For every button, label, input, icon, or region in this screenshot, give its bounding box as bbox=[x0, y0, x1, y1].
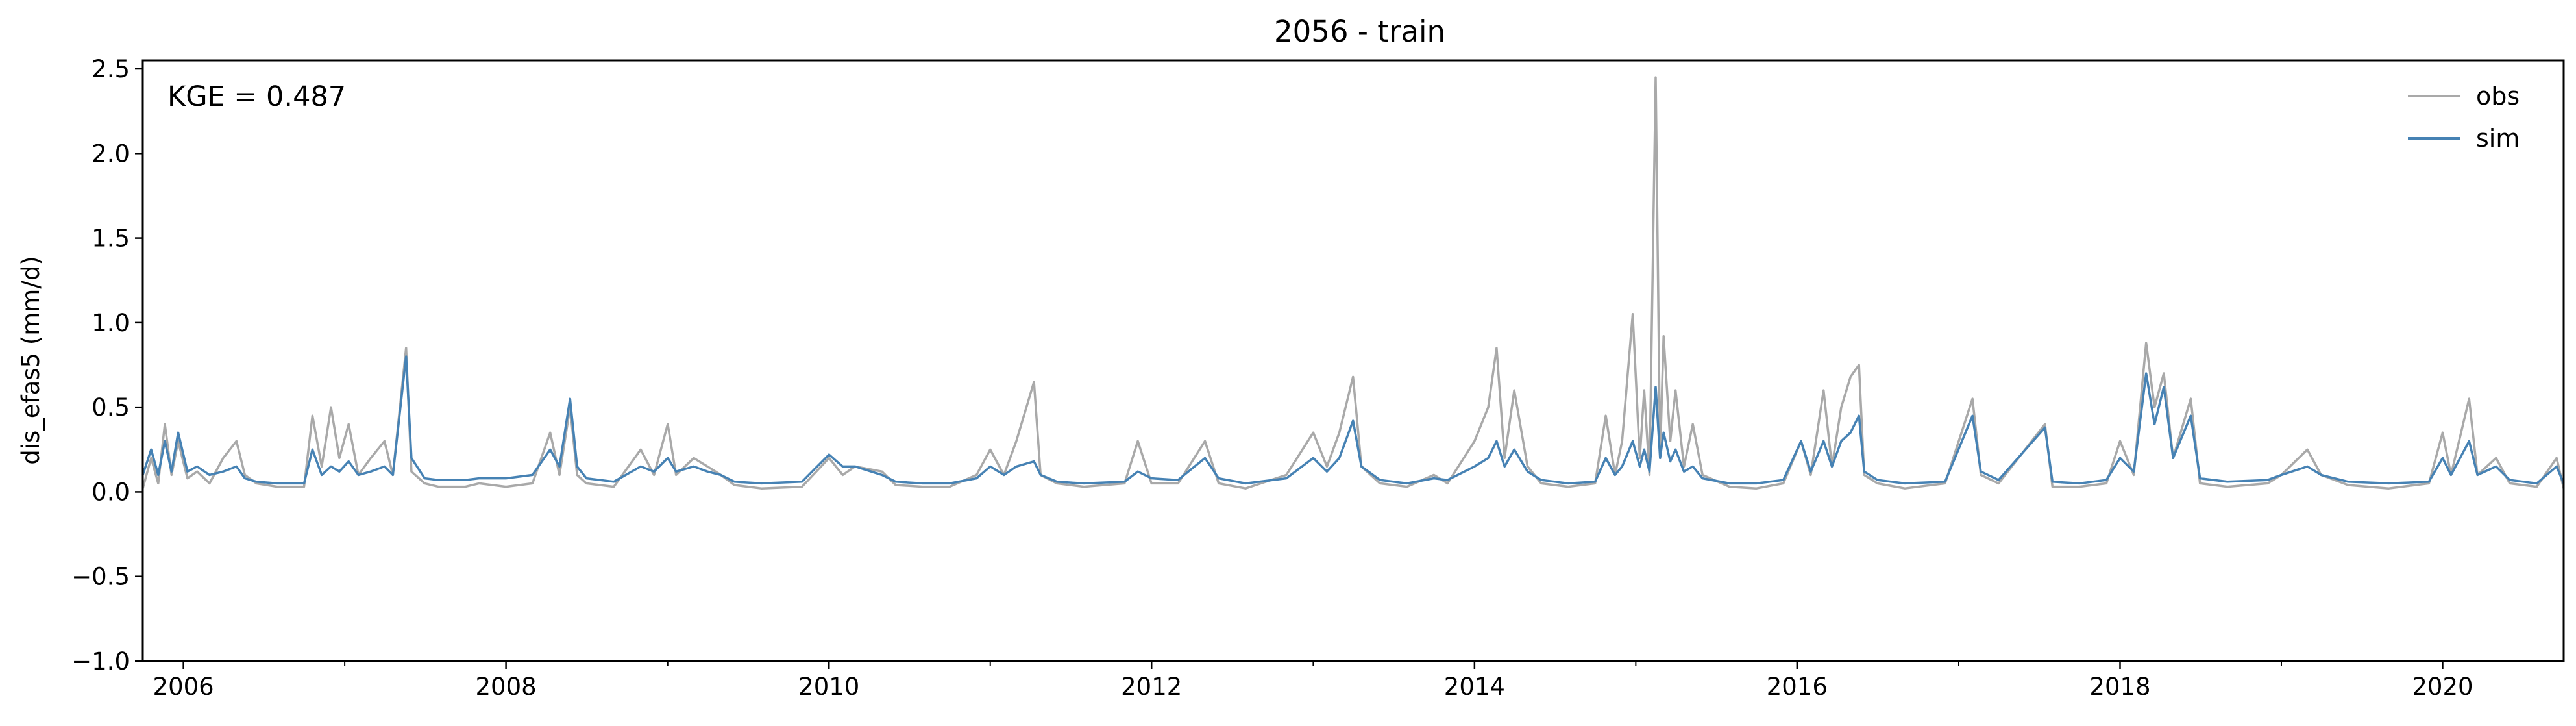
legend-label-obs: obs bbox=[2476, 82, 2520, 110]
series-line-sim bbox=[141, 355, 2565, 485]
y-tick-label: 1.0 bbox=[92, 309, 130, 337]
y-tick-label: 2.5 bbox=[92, 55, 130, 83]
x-tick-label: 2006 bbox=[153, 673, 214, 701]
y-tick-label: 2.0 bbox=[92, 140, 130, 168]
plot-area bbox=[141, 59, 2565, 662]
chart-title: 2056 - train bbox=[1274, 14, 1445, 49]
y-tick-label: 0.0 bbox=[92, 478, 130, 506]
y-tick-label: −0.5 bbox=[71, 563, 130, 591]
plot-frame bbox=[141, 59, 2565, 662]
y-tick-label: −1.0 bbox=[71, 647, 130, 675]
y-axis-label: dis_efas5 (mm/d) bbox=[17, 256, 45, 465]
legend: obs sim bbox=[2408, 82, 2520, 153]
x-tick-label: 2016 bbox=[1767, 673, 1828, 701]
x-tick-label: 2012 bbox=[1121, 673, 1182, 701]
x-tick-label: 2018 bbox=[2089, 673, 2150, 701]
kge-annotation: KGE = 0.487 bbox=[167, 81, 346, 113]
x-axis: 2006 2008 2010 2012 2014 2016 2018 2020 bbox=[153, 661, 2473, 701]
y-tick-label: 1.5 bbox=[92, 225, 130, 253]
x-tick-label: 2014 bbox=[1444, 673, 1505, 701]
series-lines bbox=[141, 76, 2565, 490]
x-tick-label: 2008 bbox=[476, 673, 537, 701]
x-tick-label: 2020 bbox=[2412, 673, 2473, 701]
y-tick-label: 0.5 bbox=[92, 394, 130, 421]
legend-label-sim: sim bbox=[2476, 124, 2520, 153]
y-axis: −1.0 −0.5 0.0 0.5 1.0 1.5 2.0 2.5 bbox=[71, 55, 143, 675]
x-tick-label: 2010 bbox=[798, 673, 859, 701]
